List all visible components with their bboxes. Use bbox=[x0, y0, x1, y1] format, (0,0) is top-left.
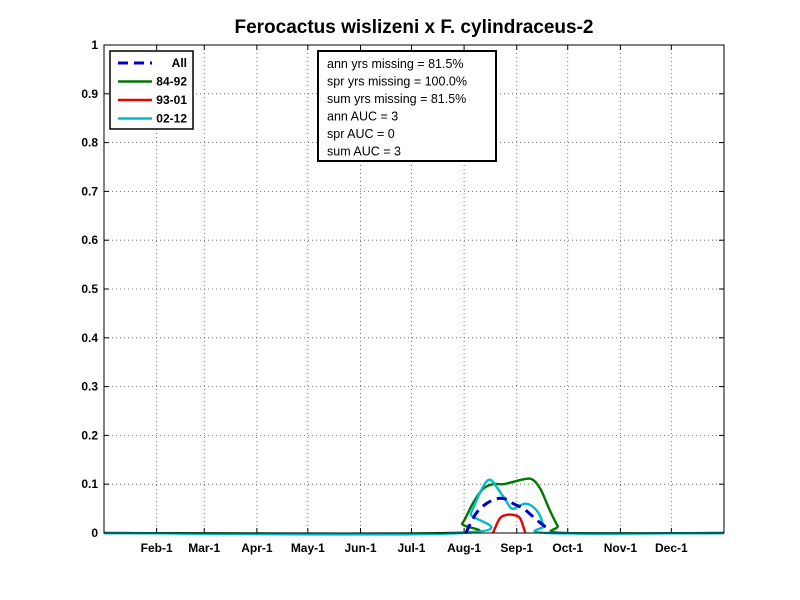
plot-frame bbox=[103, 44, 725, 534]
annotation-line: sum yrs missing = 81.5% bbox=[327, 92, 466, 106]
y-tick-label: 0.6 bbox=[81, 233, 98, 247]
legend-label: 02-12 bbox=[156, 112, 187, 126]
x-tick-label: Jun-1 bbox=[344, 541, 376, 555]
annotation-frame bbox=[317, 50, 497, 162]
legend: All 84-92 93-01 02-12 bbox=[109, 50, 194, 130]
x-tick-label: Dec-1 bbox=[655, 541, 688, 555]
y-tick-label: 0.3 bbox=[81, 380, 98, 394]
y-tick-label: 1 bbox=[91, 38, 98, 52]
grid bbox=[104, 45, 724, 533]
series-line-84-92 bbox=[103, 477, 725, 535]
y-tick-label: 0.1 bbox=[81, 477, 98, 491]
annotation-line: ann AUC = 3 bbox=[327, 110, 398, 124]
y-tick-label: 0.5 bbox=[81, 282, 98, 296]
y-tick-label: 0.7 bbox=[81, 184, 98, 198]
y-tick-label: 0.2 bbox=[81, 428, 98, 442]
x-tick-label: Sep-1 bbox=[500, 541, 533, 555]
chart-title: Ferocactus wislizeni x F. cylindraceus-2 bbox=[234, 17, 593, 38]
axis-ticks: Feb-1 Mar-1 Apr-1 May-1 Jun-1 Jul-1 Aug-1 Sep-1… bbox=[81, 38, 724, 555]
y-tick-label: 0.9 bbox=[81, 87, 98, 101]
series-line-all bbox=[464, 496, 552, 534]
x-tick-label: Nov-1 bbox=[604, 541, 638, 555]
x-tick-label: Oct-1 bbox=[552, 541, 583, 555]
x-tick-label: Apr-1 bbox=[241, 541, 273, 555]
series-line-02-12 bbox=[103, 478, 725, 536]
annotation-line: spr AUC = 0 bbox=[327, 127, 395, 141]
annotation-line: spr yrs missing = 100.0% bbox=[327, 75, 467, 89]
legend-label: 93-01 bbox=[156, 93, 187, 107]
y-tick-label: 0.4 bbox=[81, 331, 98, 345]
x-tick-label: Feb-1 bbox=[141, 541, 173, 555]
annotation-line: sum AUC = 3 bbox=[327, 145, 401, 159]
series-line-93-01 bbox=[491, 513, 527, 534]
x-tick-label: May-1 bbox=[291, 541, 325, 555]
x-tick-label: Aug-1 bbox=[447, 541, 481, 555]
legend-label: All bbox=[172, 56, 187, 70]
annotation-line: ann yrs missing = 81.5% bbox=[327, 57, 464, 71]
series-layer bbox=[103, 477, 725, 536]
legend-label: 84-92 bbox=[156, 75, 187, 89]
y-tick-label: 0 bbox=[91, 526, 98, 540]
y-tick-label: 0.8 bbox=[81, 136, 98, 150]
x-tick-label: Mar-1 bbox=[188, 541, 220, 555]
annotation-box: ann yrs missing = 81.5% spr yrs missing =… bbox=[317, 50, 497, 162]
x-tick-label: Jul-1 bbox=[397, 541, 425, 555]
